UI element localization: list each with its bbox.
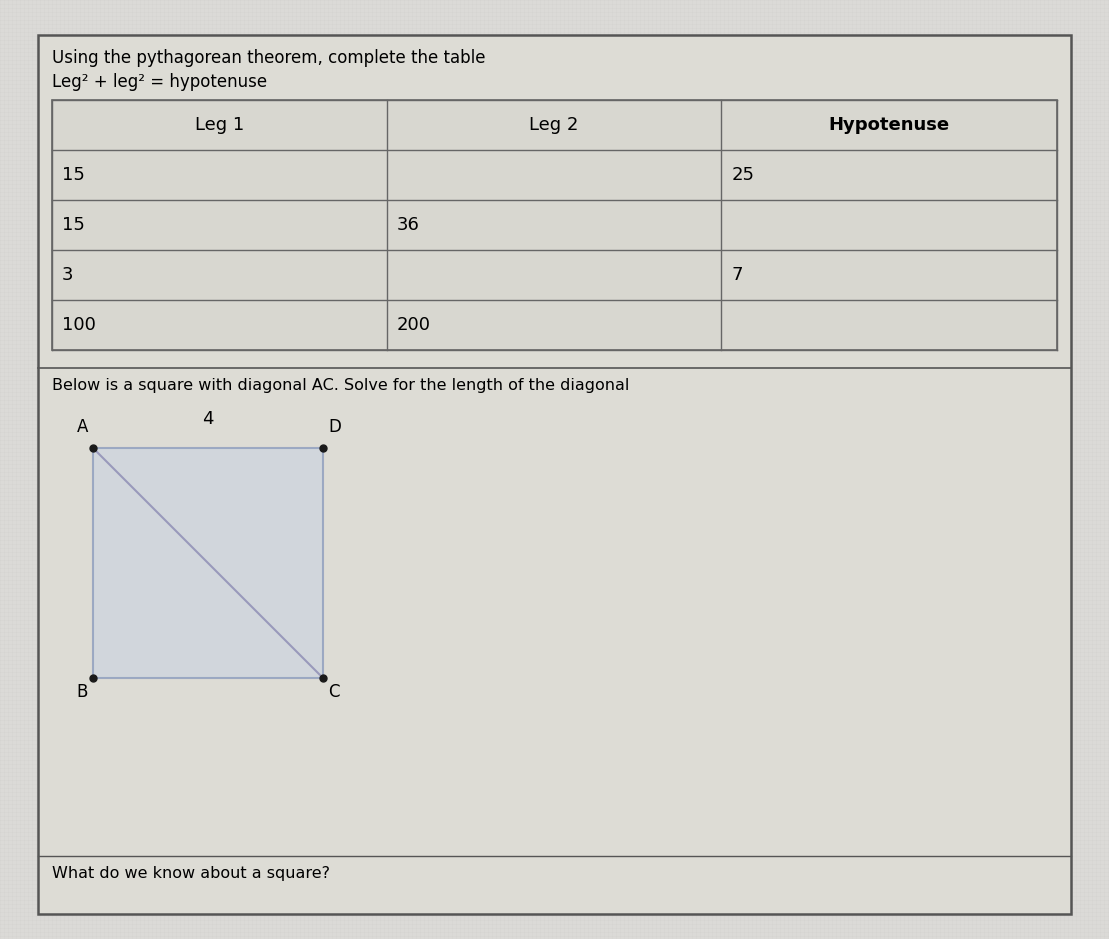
- Text: 200: 200: [397, 316, 430, 334]
- Text: B: B: [77, 683, 88, 701]
- Text: 36: 36: [397, 216, 419, 234]
- Text: 15: 15: [62, 216, 85, 234]
- Text: What do we know about a square?: What do we know about a square?: [52, 866, 330, 881]
- Text: Using the pythagorean theorem, complete the table: Using the pythagorean theorem, complete …: [52, 49, 486, 67]
- Text: Leg² + leg² = hypotenuse: Leg² + leg² = hypotenuse: [52, 73, 267, 91]
- Text: Leg 2: Leg 2: [529, 116, 579, 134]
- Text: Leg 1: Leg 1: [195, 116, 244, 134]
- Text: D: D: [328, 418, 340, 436]
- Bar: [52, 100, 1057, 350]
- Text: 7: 7: [731, 266, 743, 284]
- Text: A: A: [77, 418, 88, 436]
- Text: 15: 15: [62, 166, 85, 184]
- Text: Hypotenuse: Hypotenuse: [828, 116, 949, 134]
- Bar: [93, 448, 323, 678]
- Text: 25: 25: [731, 166, 754, 184]
- Text: Below is a square with diagonal AC. Solve for the length of the diagonal: Below is a square with diagonal AC. Solv…: [52, 378, 630, 393]
- Text: 100: 100: [62, 316, 95, 334]
- Text: C: C: [328, 683, 339, 701]
- Text: 4: 4: [202, 410, 214, 428]
- Text: 3: 3: [62, 266, 73, 284]
